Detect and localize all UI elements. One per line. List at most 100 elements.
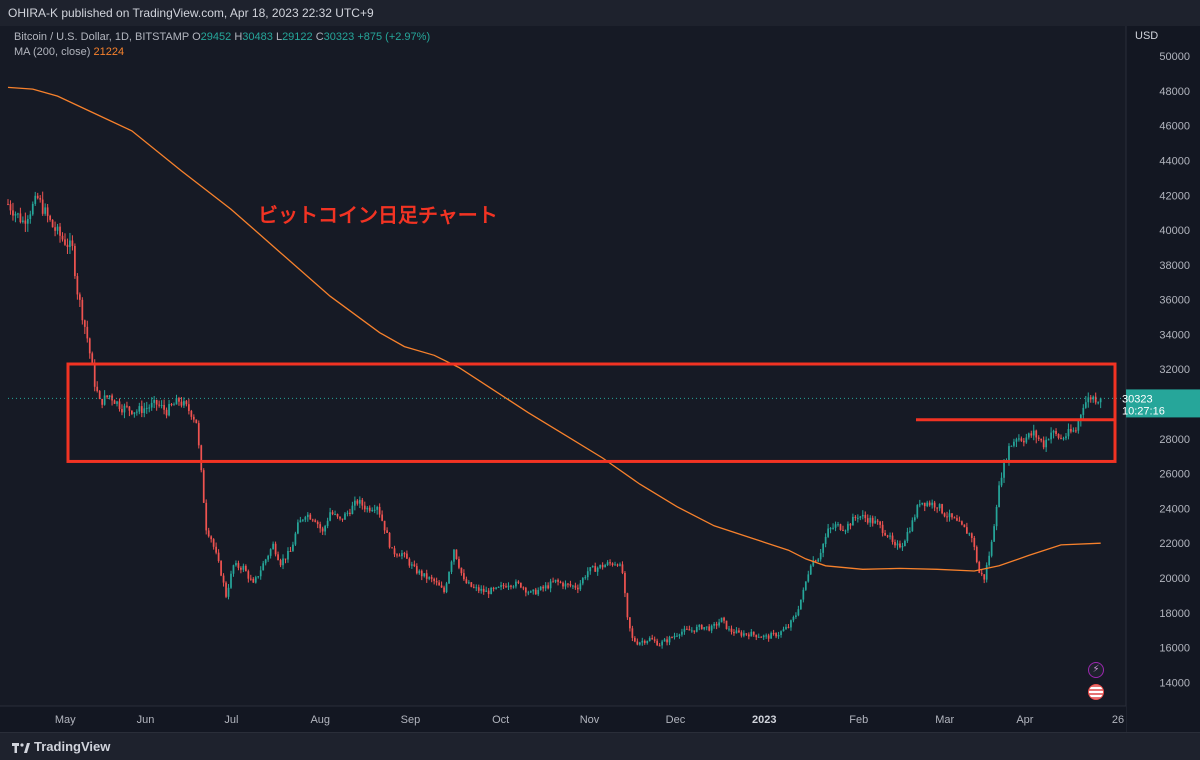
candle-body bbox=[606, 562, 609, 566]
candle-body bbox=[879, 521, 882, 525]
candle-body bbox=[529, 591, 532, 593]
ohlc-open: 29452 bbox=[200, 31, 232, 43]
candle-body bbox=[354, 500, 356, 506]
y-tick-label: 48000 bbox=[1159, 86, 1190, 98]
candle-body bbox=[785, 626, 787, 630]
candle-body bbox=[995, 507, 998, 527]
candle-body bbox=[356, 500, 359, 504]
candle-body bbox=[911, 520, 914, 532]
candle-body bbox=[428, 577, 431, 579]
candle-body bbox=[215, 546, 217, 553]
candle-body bbox=[381, 514, 383, 521]
lightning-icon[interactable]: ⚡ bbox=[1088, 662, 1104, 678]
candle-body bbox=[71, 240, 74, 246]
candle-body bbox=[7, 203, 9, 205]
candle-body bbox=[621, 564, 624, 573]
candle-body bbox=[344, 513, 346, 520]
candle-body bbox=[693, 630, 696, 632]
candle-body bbox=[78, 294, 81, 300]
candle-body bbox=[881, 524, 884, 533]
candle-body bbox=[700, 624, 703, 630]
candle-body bbox=[358, 499, 361, 504]
candle-body bbox=[1099, 398, 1102, 403]
candle-body bbox=[195, 419, 198, 424]
brand-text: TradingView bbox=[34, 739, 111, 754]
candle-body bbox=[423, 573, 426, 577]
candle-body bbox=[983, 574, 986, 580]
candle-body bbox=[507, 585, 510, 588]
candle-body bbox=[249, 578, 252, 580]
candle-body bbox=[135, 411, 138, 413]
candle-body bbox=[728, 628, 730, 630]
candle-body bbox=[96, 386, 99, 392]
candle-body bbox=[455, 549, 458, 559]
candle-body bbox=[29, 214, 32, 220]
candle-body bbox=[51, 219, 54, 228]
candle-body bbox=[373, 509, 376, 511]
candle-body bbox=[795, 615, 797, 618]
candle-body bbox=[113, 400, 116, 404]
candle-body bbox=[889, 535, 891, 537]
brand-label[interactable]: TradingView bbox=[12, 739, 110, 754]
candle-body bbox=[586, 571, 589, 578]
candle-body bbox=[435, 581, 438, 583]
candle-body bbox=[916, 505, 919, 518]
candle-body bbox=[819, 552, 822, 560]
ohlc-open-label: O bbox=[192, 31, 201, 43]
candle-body bbox=[264, 559, 267, 564]
candle-body bbox=[740, 632, 743, 636]
candle-body bbox=[643, 640, 646, 643]
candle-body bbox=[24, 220, 27, 224]
candle-body bbox=[772, 633, 775, 635]
candle-body bbox=[653, 639, 656, 641]
candle-body bbox=[108, 395, 111, 398]
candle-body bbox=[49, 215, 51, 220]
candle-body bbox=[554, 579, 557, 582]
candle-body bbox=[294, 533, 297, 545]
candle-body bbox=[965, 527, 968, 534]
candle-body bbox=[131, 410, 133, 414]
candle-body bbox=[74, 245, 76, 277]
price-axis-panel bbox=[1126, 26, 1200, 732]
candle-body bbox=[1055, 430, 1057, 435]
candle-body bbox=[334, 514, 336, 516]
candle-body bbox=[1077, 421, 1080, 431]
candle-body bbox=[666, 639, 668, 643]
candle-body bbox=[83, 320, 86, 327]
candle-body bbox=[698, 624, 701, 627]
candle-body bbox=[517, 581, 520, 583]
candle-body bbox=[183, 401, 185, 406]
us-flag-icon[interactable] bbox=[1088, 684, 1104, 700]
candle-body bbox=[175, 398, 178, 405]
y-tick-label: 50000 bbox=[1159, 51, 1190, 63]
candle-body bbox=[1032, 430, 1035, 436]
candle-body bbox=[190, 410, 193, 417]
candle-body bbox=[31, 203, 34, 215]
candle-body bbox=[309, 514, 312, 520]
candle-body bbox=[703, 627, 706, 630]
candle-body bbox=[371, 509, 374, 511]
candle-body bbox=[202, 470, 205, 503]
candle-body bbox=[1022, 440, 1025, 443]
annotation-title: ビットコイン日足チャート bbox=[258, 203, 498, 227]
candle-body bbox=[254, 577, 257, 583]
candle-body bbox=[871, 517, 874, 524]
candle-body bbox=[1057, 434, 1060, 438]
price-chart[interactable]: USD 14000 16000 18000 20000 22000 24000 26000 28… bbox=[0, 26, 1200, 732]
candle-body bbox=[733, 631, 735, 634]
ma-label: MA (200, close) bbox=[14, 46, 91, 58]
candle-body bbox=[46, 207, 49, 216]
candle-body bbox=[537, 590, 540, 595]
candle-body bbox=[574, 585, 577, 588]
candle-body bbox=[56, 226, 59, 231]
candle-body bbox=[899, 543, 901, 548]
candle-body bbox=[998, 485, 1000, 508]
candle-body bbox=[93, 363, 96, 387]
candle-body bbox=[34, 195, 37, 204]
y-tick-label: 32000 bbox=[1159, 364, 1190, 376]
candle-body bbox=[943, 513, 946, 517]
candle-body bbox=[579, 583, 582, 590]
y-tick-label: 18000 bbox=[1159, 608, 1190, 620]
candle-body bbox=[36, 195, 39, 199]
candle-body bbox=[401, 553, 403, 557]
